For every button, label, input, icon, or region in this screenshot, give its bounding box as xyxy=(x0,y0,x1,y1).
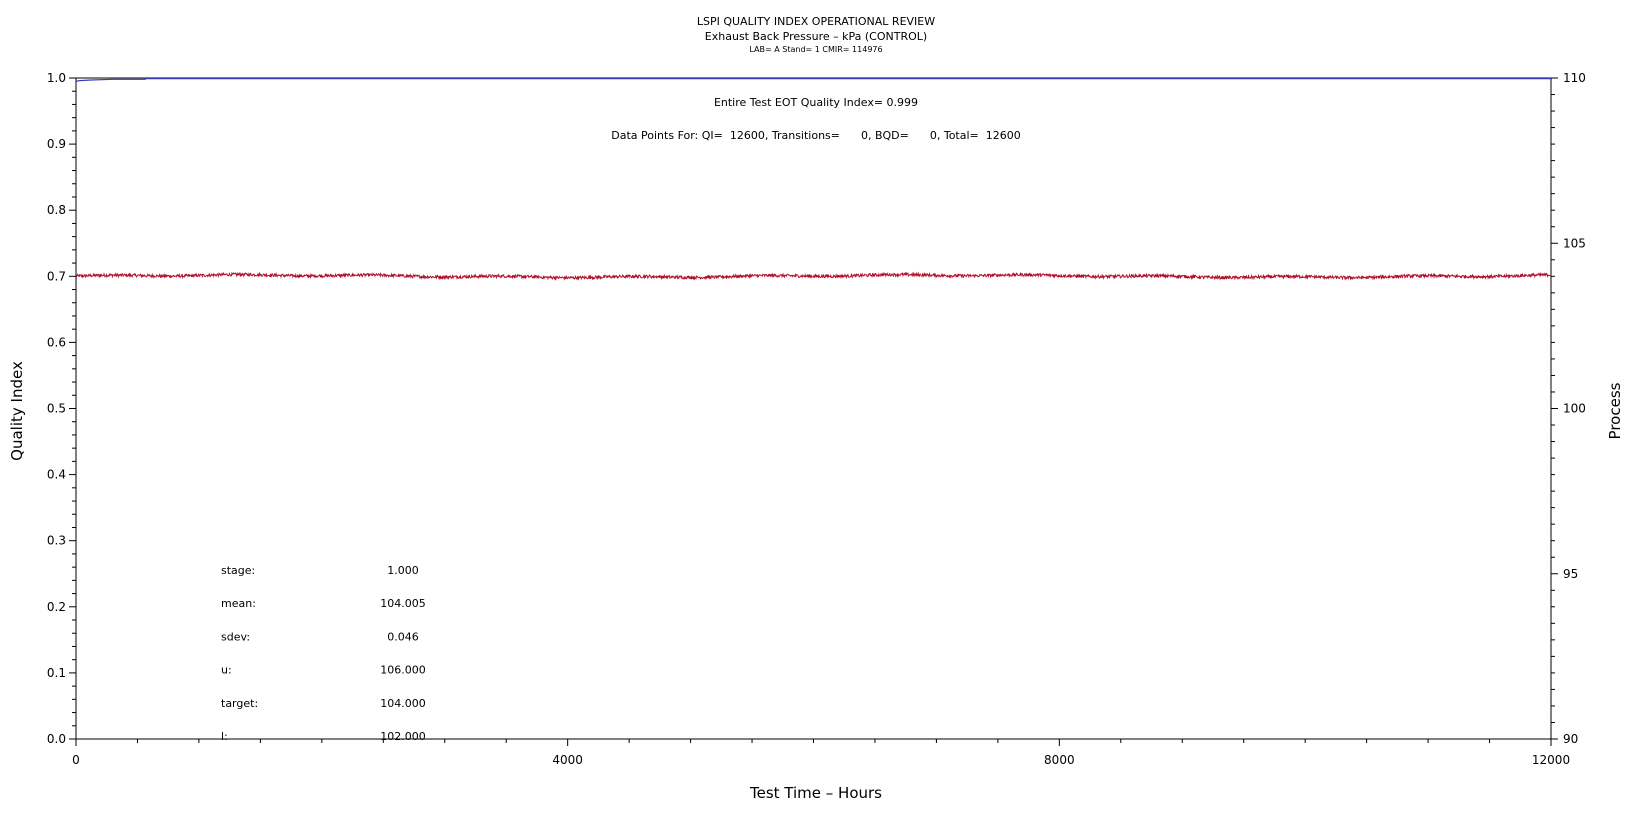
annotation-data-points: Data Points For: QI= 12600, Transitions=… xyxy=(611,129,1020,142)
chart-subtitle-lab: LAB= A Stand= 1 CMIR= 114976 xyxy=(749,45,882,54)
y-right-tick-label: 105 xyxy=(1563,236,1586,250)
stat-value: 1.000 xyxy=(387,564,419,577)
stats-table: stage: 1.000 mean: 104.005 sdev: 0.046 u: 106.0… xyxy=(221,564,426,743)
stat-value: 104.005 xyxy=(380,597,426,610)
chart-title: LSPI QUALITY INDEX OPERATIONAL REVIEW xyxy=(697,15,935,28)
stat-value: 104.000 xyxy=(380,697,426,710)
y-left-tick-label: 0.0 xyxy=(47,732,66,746)
y-axis-left-label: Quality Index xyxy=(8,361,26,461)
y-left-tick-label: 0.2 xyxy=(47,600,66,614)
quality-index-series-line xyxy=(75,78,1551,82)
stat-label: sdev: xyxy=(221,630,250,643)
y-left-tick-label: 0.5 xyxy=(47,402,66,416)
y-right-tick-label: 100 xyxy=(1563,402,1586,416)
x-tick-label: 0 xyxy=(72,753,80,767)
x-axis-label: Test Time – Hours xyxy=(749,784,882,802)
process-series-line xyxy=(75,271,1552,281)
y-left-tick-label: 0.8 xyxy=(47,203,66,217)
y-left-tick-label: 1.0 xyxy=(47,71,66,85)
x-tick-label: 12000 xyxy=(1532,753,1570,767)
stat-value: 102.000 xyxy=(380,730,426,743)
y-left-tick-label: 0.4 xyxy=(47,468,66,482)
stat-label: u: xyxy=(221,664,232,677)
y-left-tick-label: 0.3 xyxy=(47,534,66,548)
x-tick-label: 8000 xyxy=(1044,753,1075,767)
stat-label: mean: xyxy=(221,597,256,610)
y-left-tick-label: 0.9 xyxy=(47,137,66,151)
stat-label: target: xyxy=(221,697,258,710)
y-right-tick-label: 90 xyxy=(1563,732,1578,746)
y-left-tick-label: 0.7 xyxy=(47,269,66,283)
x-tick-label: 4000 xyxy=(552,753,583,767)
stat-value: 0.046 xyxy=(387,630,419,643)
stat-label: l: xyxy=(221,730,228,743)
y-right-tick-label: 110 xyxy=(1563,71,1586,85)
y-left-tick-label: 0.6 xyxy=(47,335,66,349)
y-right-tick-label: 95 xyxy=(1563,567,1578,581)
chart-subtitle: Exhaust Back Pressure – kPa (CONTROL) xyxy=(705,30,927,43)
plot-area: 0 4000 8000 12000 0.0 0.1 0.2 0.3 0.4 0.5 0.6 0.7 0.… xyxy=(47,71,1586,767)
stat-value: 106.000 xyxy=(380,664,426,677)
annotation-quality-index: Entire Test EOT Quality Index= 0.999 xyxy=(714,96,918,109)
stat-label: stage: xyxy=(221,564,255,577)
y-axis-right-label: Process xyxy=(1606,382,1624,439)
plot-frame xyxy=(75,77,1552,740)
y-left-tick-label: 0.1 xyxy=(47,666,66,680)
